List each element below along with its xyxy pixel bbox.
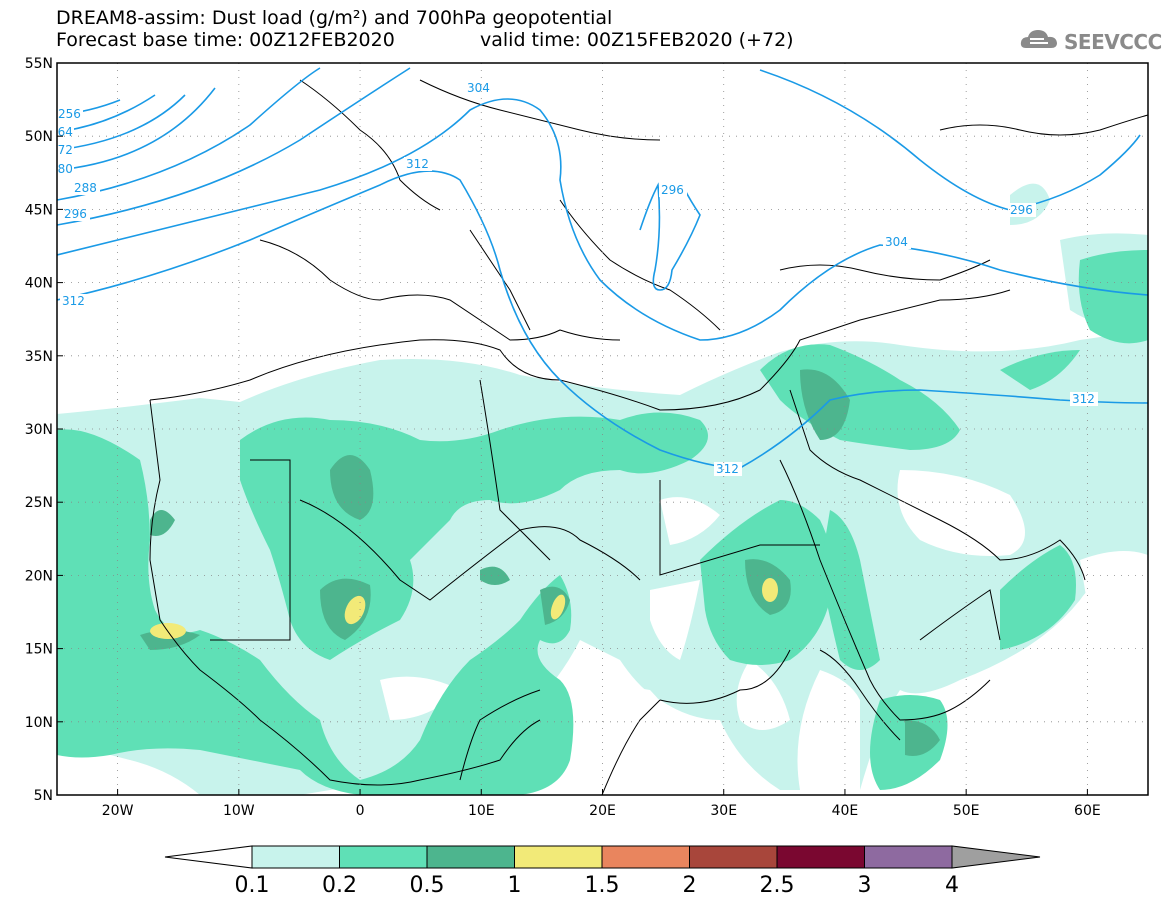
contour-label: 304 <box>467 81 490 95</box>
lon-tick-label: 0 <box>356 803 365 819</box>
dust-region-0-5 <box>150 510 175 536</box>
lat-tick-label: 20N <box>25 568 53 584</box>
clear-region <box>650 580 700 660</box>
contour-label: 312 <box>62 294 85 308</box>
contour-label: 312 <box>1072 392 1095 406</box>
lon-tick-label: 30E <box>710 803 737 819</box>
clear-region <box>380 676 460 720</box>
lat-tick-label: 45N <box>25 202 53 218</box>
lat-tick-label: 30N <box>25 422 53 438</box>
lon-tick-label: 20E <box>589 803 616 819</box>
dust-region-0-5 <box>480 566 510 585</box>
forecast-base-time: Forecast base time: 00Z12FEB2020 <box>56 29 395 51</box>
lon-tick-label: 60E <box>1074 803 1101 819</box>
contour-label: 296 <box>661 183 684 197</box>
valid-time: valid time: 00Z15FEB2020 (+72) <box>480 29 794 51</box>
gridlines <box>57 63 1148 795</box>
contour-label: 312 <box>716 462 739 476</box>
geopotential-contours <box>57 67 1148 469</box>
dust-region-0-2 <box>1078 250 1148 344</box>
lat-tick-label: 35N <box>25 349 53 365</box>
contour-label: 280 <box>50 162 73 176</box>
seevccc-logo: SEEVCCC <box>1018 24 1162 58</box>
dust-region-0-2 <box>57 429 574 795</box>
clear-region <box>660 497 720 545</box>
contour-label: 256 <box>58 107 81 121</box>
contour-label: 304 <box>885 235 908 249</box>
coastlines <box>149 79 1148 795</box>
chart-title: DREAM8-assim: Dust load (g/m²) and 700hP… <box>56 7 613 29</box>
lat-tick-label: 25N <box>25 495 53 511</box>
dust-region-0-2 <box>820 510 880 670</box>
clear-region <box>1080 551 1148 660</box>
lat-tick-label: 50N <box>25 129 53 145</box>
contour-label: 288 <box>74 181 97 195</box>
clear-region <box>736 660 790 730</box>
contour-label: 272 <box>50 143 73 157</box>
cloud-icon <box>1020 30 1057 48</box>
map-axes: 20W 10W 0 10E 20E 30E 40E 50E 60E 55N 50N 45N 40N 35N… <box>25 56 1101 819</box>
lat-tick-label: 15N <box>25 642 53 658</box>
clear-region <box>897 470 1025 556</box>
dust-region-0-2 <box>1000 350 1080 390</box>
dust-region-1 <box>762 578 778 602</box>
dust-region-1 <box>550 594 566 620</box>
lat-tick-label: 55N <box>25 56 53 72</box>
clear-region <box>560 680 700 790</box>
lon-tick-label: 40E <box>832 803 859 819</box>
lon-tick-label: 50E <box>953 803 980 819</box>
logo-text: SEEVCCC <box>1064 30 1162 54</box>
dust-region-0-2 <box>1000 545 1076 650</box>
dust-region-0-5 <box>905 720 940 756</box>
lon-tick-label: 10E <box>468 803 495 819</box>
contour-label: 312 <box>406 157 429 171</box>
contour-label: 296 <box>1010 203 1033 217</box>
contour-label: 296 <box>64 207 87 221</box>
lon-tick-label: 10W <box>223 803 255 819</box>
lat-tick-label: 10N <box>25 715 53 731</box>
contour-label: 264 <box>50 125 73 139</box>
dust-region-0-5 <box>320 578 371 640</box>
clear-region <box>797 670 860 790</box>
dust-region-0-5 <box>330 455 374 520</box>
contour-labels: 256 264 272 280 288 296 304 312 296 304 … <box>50 81 1098 476</box>
lat-tick-label: 5N <box>34 788 53 804</box>
lat-tick-label: 40N <box>25 276 53 292</box>
lon-tick-label: 20W <box>102 803 134 819</box>
